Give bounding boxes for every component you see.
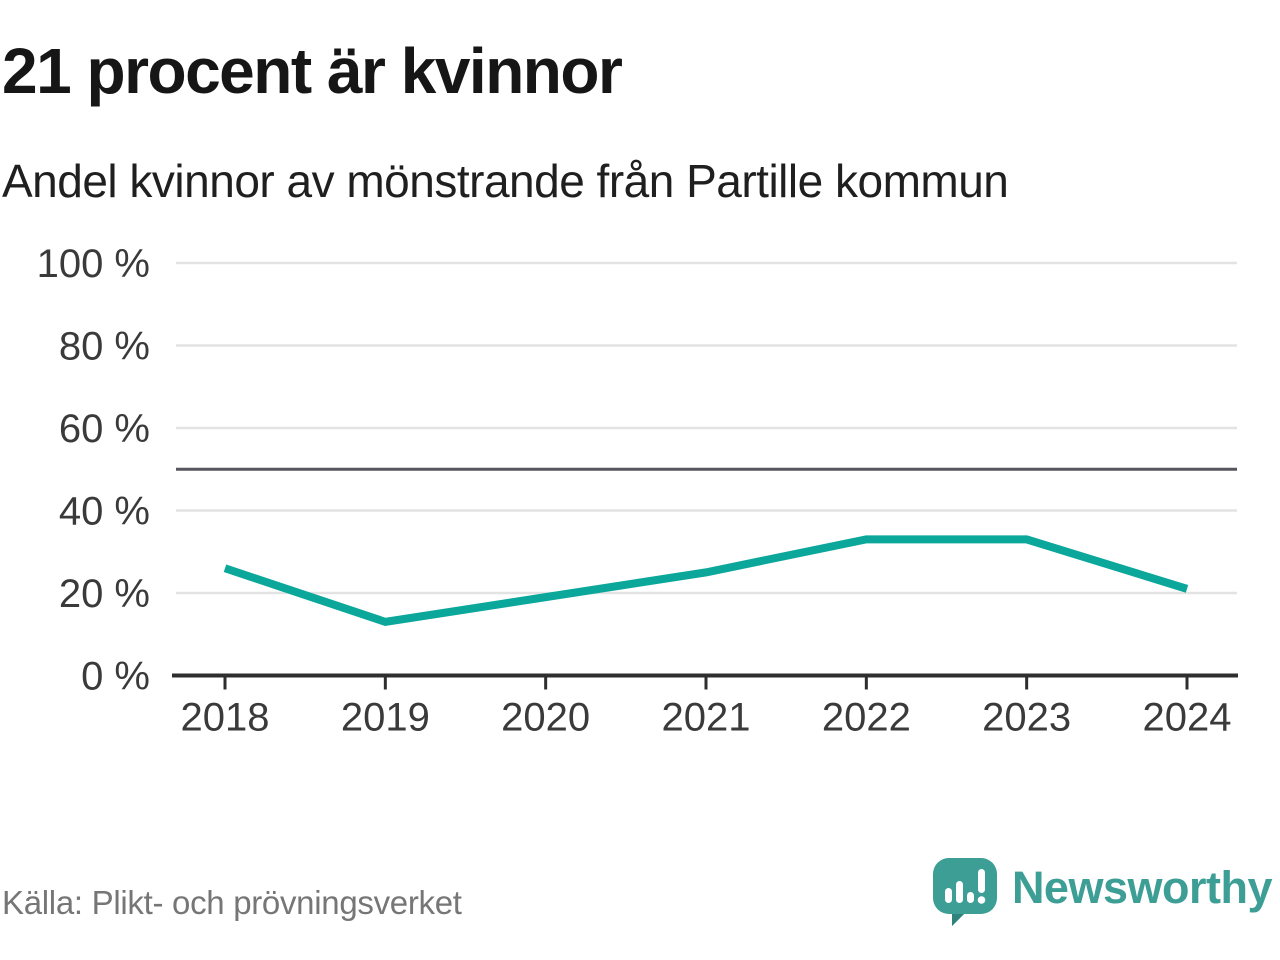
- x-tick-label-2024: 2024: [1143, 696, 1232, 740]
- chart-title: 21 procent är kvinnor: [2, 35, 623, 107]
- x-tick-label-2019: 2019: [341, 696, 430, 740]
- y-tick-label-60: 60 %: [59, 407, 150, 451]
- y-tick-label-80: 80 %: [59, 325, 150, 369]
- y-tick-label-20: 20 %: [59, 572, 150, 616]
- x-tick-label-2021: 2021: [662, 696, 751, 740]
- brand-logo: Newsworthy: [932, 856, 1273, 928]
- logo-bars: [944, 869, 986, 904]
- logo-bubble-fold: [951, 914, 964, 926]
- chart-subtitle: Andel kvinnor av mönstrande från Partill…: [2, 155, 1009, 207]
- data-line-andel-kvinnor-av-mönstrande: [223, 535, 1189, 626]
- x-tick-label-2018: 2018: [181, 696, 270, 740]
- source-note: Källa: Plikt- och prövningsverket: [2, 884, 462, 921]
- brand-wordmark: Newsworthy: [1011, 862, 1273, 913]
- y-tick-label-40: 40 %: [59, 490, 150, 534]
- x-tick-label-2020: 2020: [501, 696, 590, 740]
- logo-bubble: [932, 858, 997, 926]
- newsworthy-logo-icon: [932, 858, 997, 926]
- x-tick-label-2023: 2023: [982, 696, 1071, 740]
- y-tick-label-0: 0 %: [81, 655, 150, 699]
- y-tick-label-100: 100 %: [37, 242, 150, 286]
- x-tick-label-2022: 2022: [822, 696, 911, 740]
